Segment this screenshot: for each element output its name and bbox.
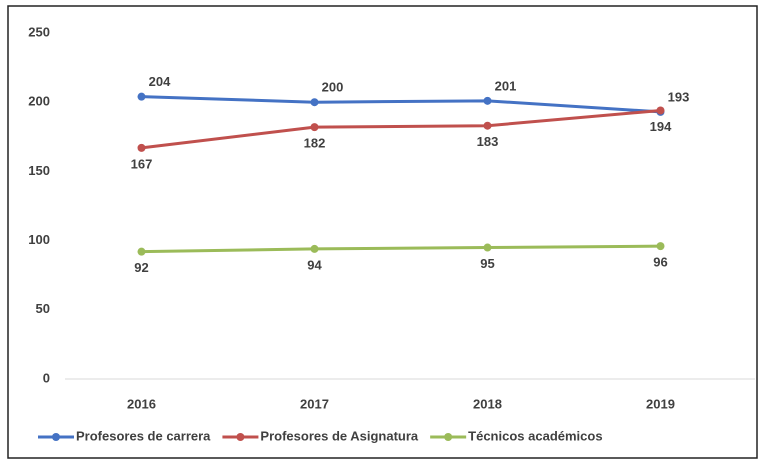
- x-tick-label: 2018: [473, 396, 502, 411]
- legend-label: Técnicos académicos: [468, 428, 602, 443]
- data-label: 183: [477, 134, 499, 149]
- data-label: 204: [149, 74, 171, 89]
- data-point: [137, 247, 146, 256]
- data-point: [310, 98, 319, 107]
- legend-marker: [52, 433, 60, 441]
- data-label: 94: [307, 257, 322, 272]
- data-label: 193: [668, 89, 690, 104]
- data-label: 96: [653, 255, 667, 270]
- y-tick-label: 50: [36, 301, 50, 316]
- y-tick-label: 150: [28, 163, 50, 178]
- data-point: [483, 96, 492, 105]
- data-point: [656, 242, 665, 251]
- data-label: 167: [131, 156, 153, 171]
- chart-border: [7, 5, 758, 459]
- legend-label: Profesores de Asignatura: [260, 428, 419, 443]
- data-point: [137, 143, 146, 152]
- data-point: [483, 121, 492, 130]
- legend-marker: [236, 433, 245, 441]
- series-line: [141, 244, 661, 254]
- data-point: [137, 92, 146, 101]
- series-line: [141, 95, 661, 114]
- data-point: [656, 106, 665, 115]
- data-label: 201: [495, 78, 517, 93]
- data-point: [483, 243, 492, 252]
- data-label: 95: [480, 256, 494, 271]
- x-tick-label: 2019: [646, 396, 675, 411]
- series-line: [141, 109, 661, 150]
- data-point: [310, 244, 319, 253]
- y-tick-label: 100: [28, 232, 50, 247]
- x-tick-label: 2016: [127, 396, 156, 411]
- y-tick-label: 0: [43, 370, 50, 385]
- data-label: 182: [304, 136, 326, 151]
- legend-marker: [444, 433, 453, 441]
- legend-label: Profesores de carrera: [76, 428, 211, 443]
- data-point: [310, 123, 319, 132]
- data-label: 194: [650, 119, 672, 134]
- data-label: 200: [322, 80, 344, 95]
- data-label: 92: [134, 260, 148, 275]
- y-tick-label: 250: [28, 24, 50, 39]
- y-tick-label: 200: [28, 94, 50, 109]
- x-tick-label: 2017: [300, 396, 329, 411]
